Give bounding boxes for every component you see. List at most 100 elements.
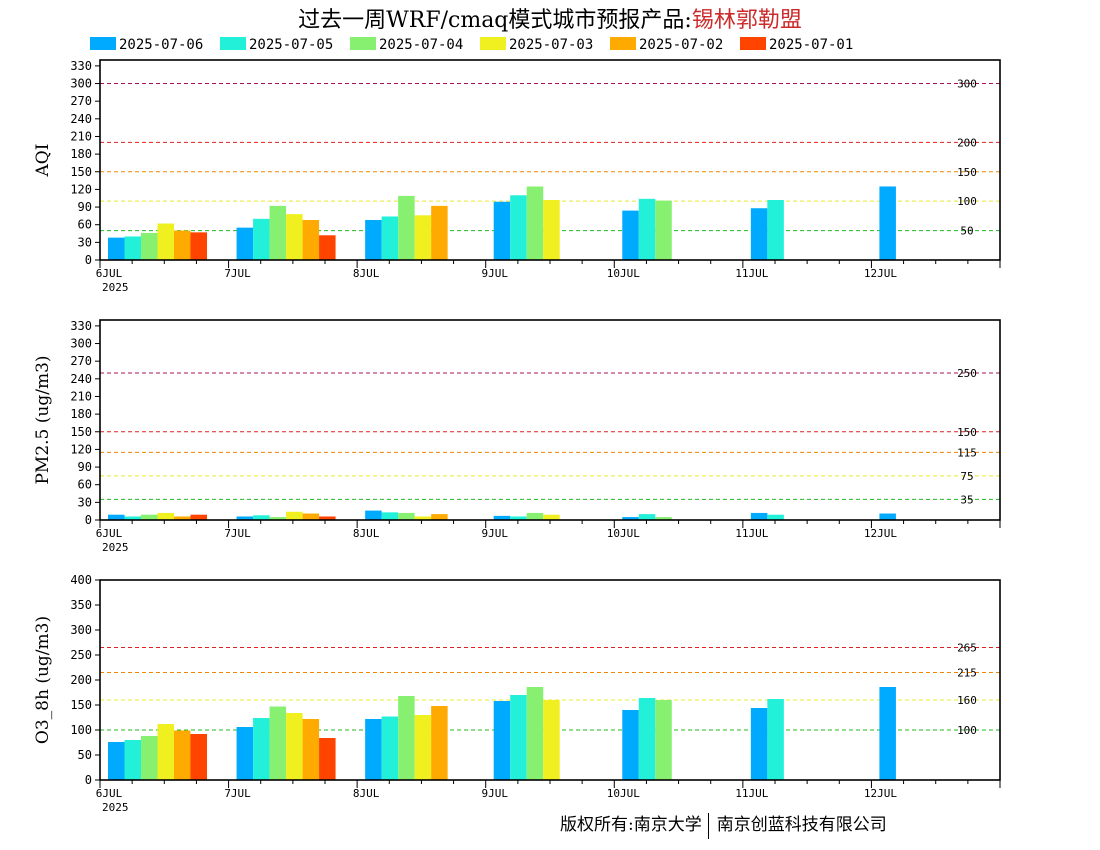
- aqi-threshold-label-3: 200: [957, 136, 977, 149]
- pm25-bar-s0-d0: [108, 514, 125, 520]
- title-city: 锡林郭勒盟: [691, 8, 802, 33]
- pm25-bar-s0-d3: [493, 515, 511, 520]
- pm25-xtick-label-1: 7JUL: [224, 527, 251, 540]
- aqi-bar-s1-d5: [767, 200, 784, 260]
- pm25-xtick-label-3: 9JUL: [481, 527, 508, 540]
- legend: 2025-07-06 2025-07-05 2025-07-04 2025-07-03…: [90, 37, 853, 53]
- aqi-threshold-label-1: 100: [957, 195, 977, 208]
- o3-8h-threshold-label-2: 215: [957, 667, 977, 680]
- legend-label-5: 2025-07-01: [769, 37, 853, 53]
- aqi-panel: 50 100 150 200 300 0 30 60 90 120 150 180 210 240 270 3…: [33, 59, 1001, 294]
- aqi-bar-s0-d0: [108, 237, 125, 260]
- o3-8h-threshold-label-0: 100: [957, 724, 977, 737]
- copyright-divider: [707, 812, 709, 839]
- aqi-ytick-label-4: 120: [70, 182, 92, 196]
- aqi-ylabel: AQI: [33, 144, 53, 178]
- pm25-xtick-label-4: 10JUL: [607, 527, 640, 540]
- pm25-threshold-label-1: 75: [960, 470, 973, 483]
- pm25-bar-s0-d1: [236, 516, 254, 520]
- copyright-right: 南京创蓝科技有限公司: [716, 815, 887, 835]
- pm25-bar-s1-d1: [253, 515, 270, 520]
- aqi-ytick-label-2: 60: [78, 218, 92, 232]
- o3-8h-bar-s2-d4: [655, 700, 672, 780]
- pm25-ytick-label-0: 0: [85, 513, 92, 527]
- o3-8h-bar-s5-d1: [319, 738, 336, 780]
- o3-8h-ytick-label-0: 0: [85, 773, 92, 787]
- legend-label-1: 2025-07-05: [249, 37, 333, 53]
- pm25-threshold-label-2: 115: [957, 446, 977, 459]
- aqi-bar-s1-d1: [253, 218, 270, 260]
- pm25-threshold-label-3: 150: [957, 426, 977, 439]
- pm25-ytick-label-11: 330: [70, 319, 92, 333]
- aqi-bar-s0-d2: [365, 220, 382, 260]
- aqi-xtick-label-2: 8JUL: [353, 267, 380, 280]
- o3-8h-ytick-label-8: 400: [70, 573, 92, 587]
- o3-8h-bar-s1-d1: [253, 718, 270, 780]
- legend-label-0: 2025-07-06: [119, 37, 203, 53]
- copyright-left: 版权所有:南京大学: [560, 815, 702, 835]
- pm25-threshold-label-4: 250: [957, 367, 977, 380]
- pm25-year-label: 2025: [102, 541, 129, 554]
- aqi-threshold-label-2: 150: [957, 166, 977, 179]
- o3-8h-bar-s0-d5: [750, 708, 768, 780]
- o3-8h-ytick-label-3: 150: [70, 698, 92, 712]
- pm25-bar-s1-d5: [767, 514, 784, 520]
- aqi-ytick-label-5: 150: [70, 165, 92, 179]
- aqi-bar-s3-d1: [286, 214, 303, 260]
- legend-swatch-2: [350, 37, 376, 50]
- aqi-year-label: 2025: [102, 281, 129, 294]
- aqi-ytick-label-6: 180: [70, 147, 92, 161]
- o3-8h-bar-s1-d3: [510, 695, 527, 780]
- aqi-xtick-label-1: 7JUL: [224, 267, 251, 280]
- o3-8h-year-label: 2025: [102, 801, 129, 814]
- pm25-bar-s4-d0: [174, 516, 191, 520]
- pm25-bar-s3-d2: [414, 516, 432, 520]
- aqi-xtick-label-4: 10JUL: [607, 267, 640, 280]
- o3-8h-threshold-label-3: 265: [957, 642, 977, 655]
- o3-8h-bar-s1-d4: [638, 698, 656, 780]
- pm25-xtick-label-0: 6JUL: [96, 527, 123, 540]
- o3-8h-bar-s3-d2: [414, 715, 432, 780]
- pm25-ytick-label-7: 210: [70, 389, 92, 403]
- o3-8h-ytick-label-7: 350: [70, 598, 92, 612]
- pm25-bar-s2-d1: [269, 517, 287, 520]
- page-title: 过去一周WRF/cmaq模式城市预报产品:锡林郭勒盟: [0, 2, 1100, 34]
- legend-swatch-5: [740, 37, 766, 50]
- o3-8h-ytick-label-2: 100: [70, 723, 92, 737]
- pm25-bar-s2-d0: [141, 514, 158, 520]
- o3-8h-bar-s0-d2: [365, 719, 382, 780]
- aqi-bar-s0-d3: [493, 201, 511, 260]
- copyright: 版权所有:南京大学 南京创蓝科技有限公司: [560, 810, 887, 839]
- aqi-bar-s1-d2: [381, 216, 399, 260]
- aqi-ytick-label-7: 210: [70, 129, 92, 143]
- o3-8h-bar-s0-d3: [493, 701, 511, 780]
- o3-8h-bar-s1-d5: [767, 699, 784, 780]
- aqi-bar-s1-d3: [510, 195, 527, 260]
- aqi-xtick-label-5: 11JUL: [735, 267, 768, 280]
- pm25-bar-s3-d1: [286, 511, 303, 520]
- aqi-bar-s2-d3: [526, 186, 544, 260]
- pm25-bar-s3-d3: [543, 514, 560, 520]
- pm25-bar-s3-d0: [157, 512, 174, 520]
- o3-8h-bar-s0-d1: [236, 727, 254, 780]
- o3-8h-threshold-label-1: 160: [957, 694, 977, 707]
- pm25-bar-s5-d1: [319, 516, 336, 520]
- title-prefix: 过去一周WRF/cmaq模式城市预报产品:: [298, 8, 692, 33]
- aqi-bar-s2-d4: [655, 200, 672, 260]
- aqi-xtick-label-3: 9JUL: [481, 267, 508, 280]
- o3-8h-ytick-label-5: 250: [70, 648, 92, 662]
- pm25-bar-s2-d3: [526, 512, 544, 520]
- pm25-bar-s2-d4: [655, 517, 672, 520]
- pm25-ytick-label-9: 270: [70, 354, 92, 368]
- aqi-ytick-label-3: 90: [78, 200, 92, 214]
- pm25-bar-s1-d0: [124, 516, 141, 520]
- o3-8h-ytick-label-6: 300: [70, 623, 92, 637]
- pm25-ylabel: PM2.5 (ug/m3): [33, 355, 53, 484]
- o3-8h-xtick-label-1: 7JUL: [224, 787, 251, 800]
- legend-label-4: 2025-07-02: [639, 37, 723, 53]
- pm25-bar-s2-d2: [398, 512, 415, 520]
- aqi-ytick-label-0: 0: [85, 253, 92, 267]
- pm25-ytick-label-4: 120: [70, 442, 92, 456]
- pm25-bar-s0-d2: [365, 510, 382, 520]
- o3-8h-bar-s0-d4: [622, 710, 639, 780]
